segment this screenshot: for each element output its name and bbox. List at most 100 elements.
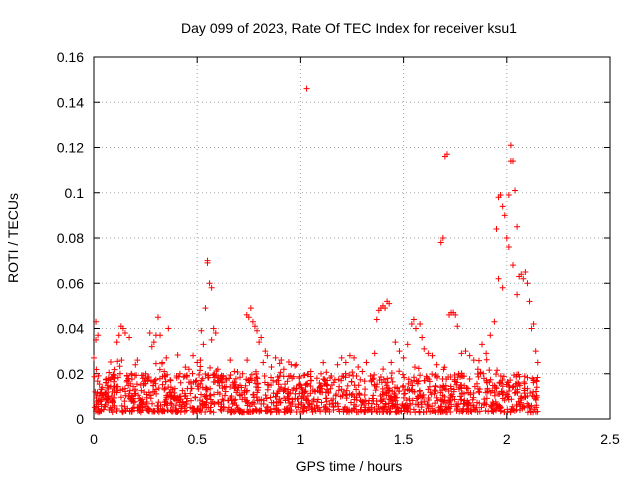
- data-point: [109, 388, 116, 395]
- data-point: [262, 348, 269, 355]
- data-point: [482, 407, 489, 414]
- data-point: [303, 85, 310, 92]
- data-point: [91, 404, 98, 411]
- data-point: [143, 394, 150, 401]
- y-tick-label: 0.12: [57, 140, 84, 156]
- data-point: [214, 366, 221, 373]
- data-point: [309, 408, 316, 415]
- data-point: [445, 373, 452, 380]
- data-point: [457, 396, 464, 403]
- data-point: [215, 399, 222, 406]
- data-point: [524, 374, 531, 381]
- data-point: [521, 379, 528, 386]
- data-point: [183, 407, 190, 414]
- data-point: [114, 358, 121, 365]
- data-point: [531, 393, 538, 400]
- data-point: [281, 408, 288, 415]
- data-point: [106, 407, 113, 414]
- data-point: [421, 377, 428, 384]
- data-point: [373, 383, 380, 390]
- y-tick-label: 0.04: [57, 321, 84, 337]
- data-point: [281, 387, 288, 394]
- data-point: [521, 390, 528, 397]
- data-point: [514, 389, 521, 396]
- data-point: [327, 385, 334, 392]
- data-point: [351, 396, 358, 403]
- data-point: [439, 407, 446, 414]
- data-point: [323, 369, 330, 376]
- data-point: [394, 405, 401, 412]
- data-point: [379, 391, 386, 398]
- x-axis: 0 0.5 1 1.5 2 2.5: [90, 57, 620, 447]
- data-point: [198, 327, 205, 334]
- data-point: [528, 325, 535, 332]
- data-point: [522, 394, 529, 401]
- data-point: [124, 373, 131, 380]
- data-point: [171, 396, 178, 403]
- data-point: [326, 408, 333, 415]
- data-points: [91, 85, 541, 416]
- data-point: [362, 386, 369, 393]
- data-point: [391, 390, 398, 397]
- data-point: [349, 407, 356, 414]
- data-point: [119, 386, 126, 393]
- data-point: [437, 403, 444, 410]
- data-point: [346, 352, 353, 359]
- data-point: [400, 354, 407, 361]
- data-point: [425, 394, 432, 401]
- data-point: [357, 397, 364, 404]
- data-point: [509, 158, 516, 165]
- data-point: [499, 284, 506, 291]
- data-point: [498, 380, 505, 387]
- data-point: [531, 406, 538, 413]
- data-point: [530, 388, 537, 395]
- data-point: [466, 375, 473, 382]
- data-point: [118, 357, 125, 364]
- data-point: [439, 382, 446, 389]
- data-point: [300, 394, 307, 401]
- data-point: [296, 381, 303, 388]
- data-point: [93, 394, 100, 401]
- data-point: [349, 390, 356, 397]
- data-point: [333, 391, 340, 398]
- data-point: [110, 399, 117, 406]
- data-point: [371, 371, 378, 378]
- data-point: [379, 385, 386, 392]
- data-point: [216, 382, 223, 389]
- data-point: [131, 372, 138, 379]
- data-point: [342, 374, 349, 381]
- data-point: [439, 235, 446, 241]
- data-point: [314, 396, 321, 403]
- data-point: [159, 381, 166, 388]
- data-point: [155, 385, 162, 392]
- data-point: [168, 400, 175, 407]
- data-point: [446, 405, 453, 412]
- data-point: [441, 364, 448, 371]
- data-point: [208, 284, 215, 291]
- data-point: [366, 397, 373, 404]
- data-point: [320, 359, 327, 366]
- data-point: [156, 366, 163, 373]
- data-point: [348, 378, 355, 385]
- data-point: [103, 389, 110, 396]
- data-point: [294, 395, 301, 402]
- data-point: [247, 305, 254, 312]
- data-point: [188, 397, 195, 404]
- data-point: [429, 408, 436, 415]
- data-point: [513, 380, 520, 387]
- data-point: [439, 398, 446, 405]
- data-point: [483, 356, 490, 363]
- data-point: [412, 409, 419, 416]
- data-point: [307, 390, 314, 397]
- data-point: [154, 314, 161, 321]
- data-point: [274, 390, 281, 397]
- data-point: [462, 348, 469, 355]
- data-point: [264, 352, 271, 359]
- data-point: [384, 375, 391, 382]
- data-point: [493, 225, 500, 232]
- data-point: [346, 372, 353, 379]
- data-point: [138, 387, 145, 394]
- data-point: [278, 357, 285, 364]
- data-point: [396, 368, 403, 375]
- data-point: [174, 352, 181, 359]
